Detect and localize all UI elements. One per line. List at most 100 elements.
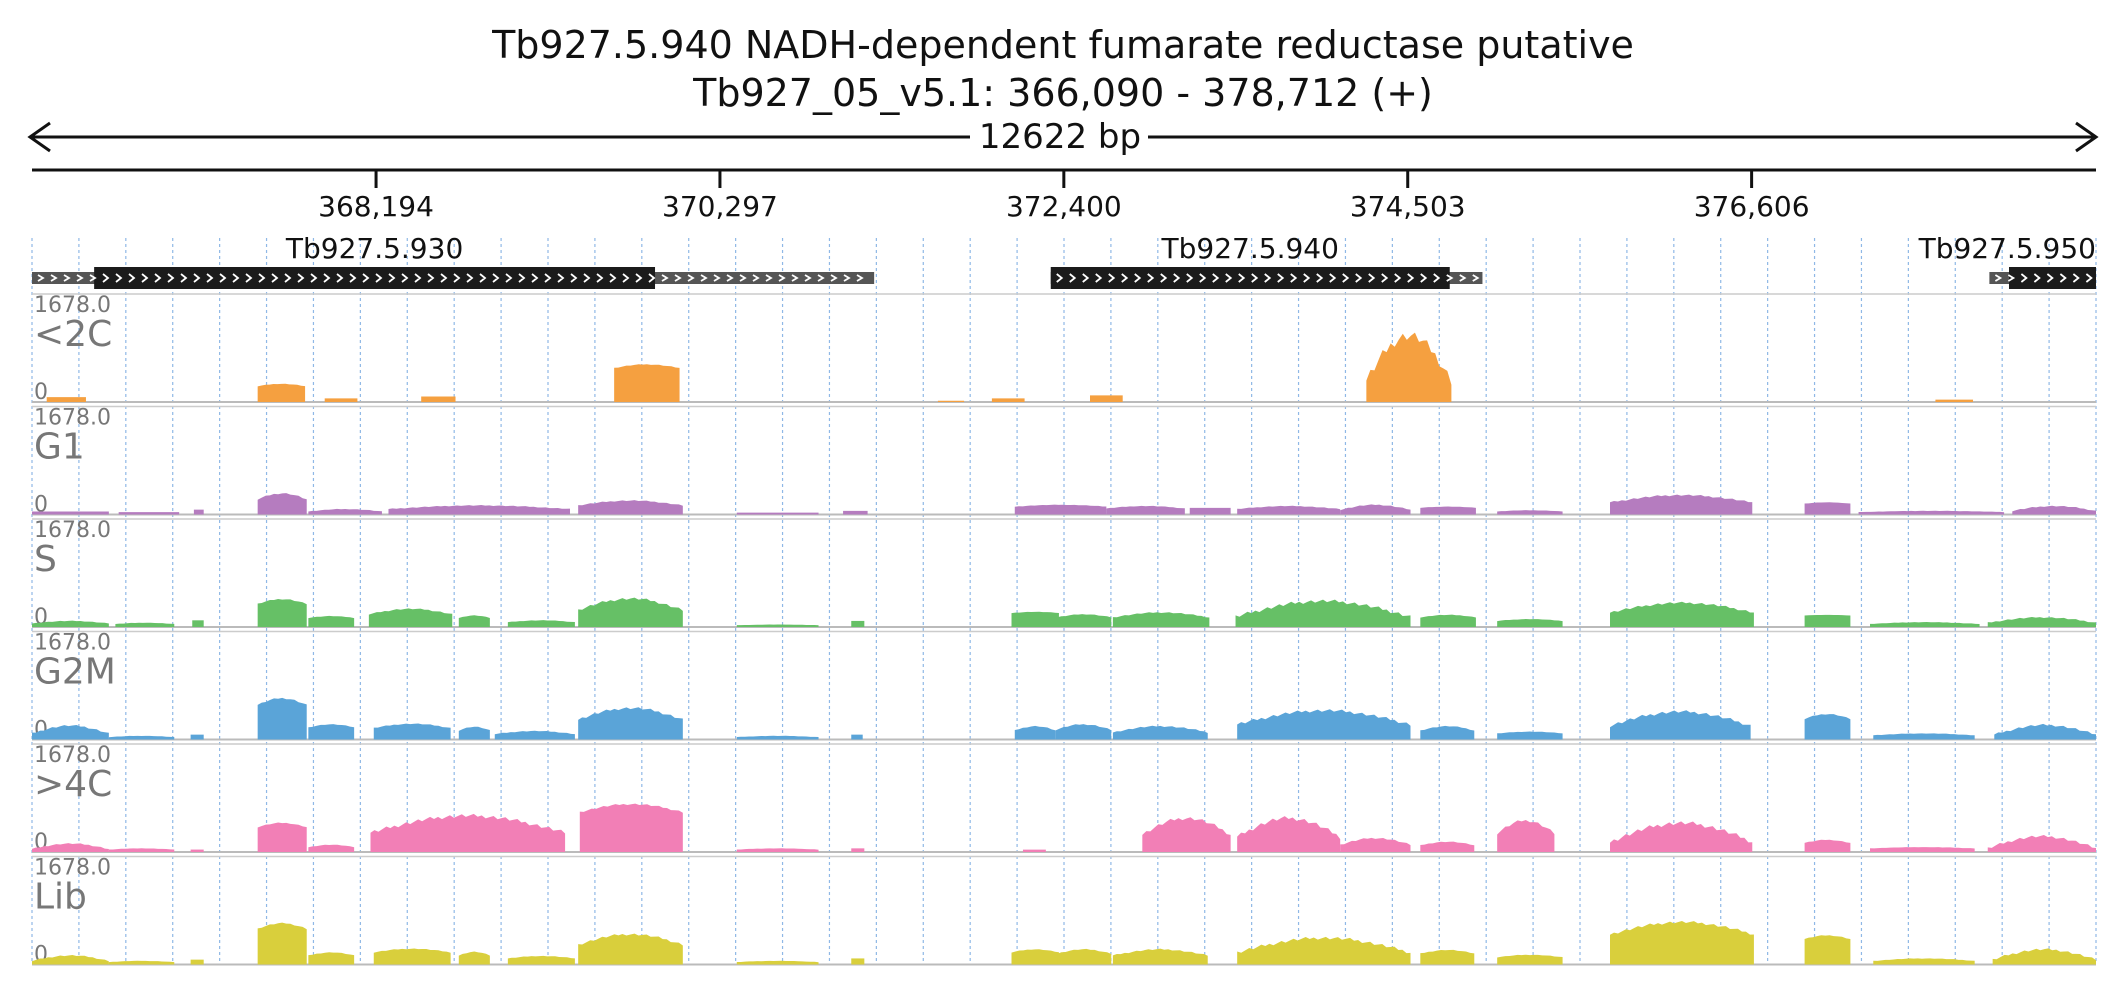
coverage-area <box>192 620 204 627</box>
coverage-area <box>1873 733 1975 740</box>
coverage-area <box>257 599 307 627</box>
track-0: 1678.0<2C 0 <box>32 293 2096 405</box>
coverage-area <box>1237 709 1411 740</box>
coverage-area <box>1804 502 1851 515</box>
track-2: 1678.0S0 <box>32 518 2096 630</box>
coverage-area <box>1497 619 1563 627</box>
coverage-area <box>1142 817 1231 852</box>
coverage-area <box>1014 504 1107 515</box>
gene-cds <box>94 267 656 289</box>
coverage-area <box>1057 614 1112 627</box>
gene-label: Tb927.5.940 <box>1161 232 1339 265</box>
axis-tick-label: 372,400 <box>1006 190 1122 223</box>
coverage-area <box>1804 839 1851 852</box>
coverage-area <box>370 813 566 852</box>
coverage-area <box>1804 614 1851 627</box>
track-1: 1678.0G1 0 <box>32 406 2096 518</box>
coverage-area <box>1610 920 1754 965</box>
coverage-area <box>308 615 355 627</box>
gene-1[interactable]: Tb927.5.940 <box>1050 232 1483 289</box>
track-name: G2M <box>34 652 116 693</box>
coverage-area <box>46 397 86 402</box>
chart-title: Tb927.5.940 NADH-dependent fumarate redu… <box>491 23 1634 67</box>
coverage-area <box>190 959 204 965</box>
coverage-area <box>373 948 451 965</box>
coverage-tracks: 1678.0<2C01678.0G101678.0S01678.0G2M0167… <box>32 293 2096 968</box>
track-max-label: 1678.0 <box>34 631 111 656</box>
coverage-area <box>1014 725 1056 740</box>
coverage-area <box>1858 510 2005 515</box>
span-label: 12622 bp <box>979 117 1141 157</box>
coverage-area <box>257 922 307 965</box>
coverage-area <box>308 952 355 965</box>
coverage-area <box>1804 935 1851 965</box>
coverage-area <box>1420 949 1475 965</box>
coverage-area <box>1497 731 1563 740</box>
coverage-area <box>32 620 109 627</box>
track-name: Lib <box>34 877 87 918</box>
coverage-area <box>843 510 868 515</box>
coverage-area <box>190 734 204 740</box>
coverage-area <box>1992 948 2096 965</box>
coverage-area <box>1420 725 1475 740</box>
coverage-area <box>851 734 863 740</box>
track-max-label: 1678.0 <box>34 293 111 318</box>
gene-0[interactable]: Tb927.5.930 <box>32 232 875 289</box>
track-max-label: 1678.0 <box>34 743 111 768</box>
coverage-area <box>1237 505 1341 515</box>
coverage-area <box>458 951 490 965</box>
coverage-area <box>1189 507 1231 515</box>
coverage-area <box>388 505 570 515</box>
coverage-area <box>1237 816 1341 852</box>
strand-chevrons <box>37 273 864 283</box>
coverage-area <box>991 398 1025 402</box>
coverage-area <box>193 509 204 515</box>
coverage-area <box>257 822 307 852</box>
coverage-area <box>1497 819 1555 852</box>
coverage-area <box>32 511 109 515</box>
coverage-area <box>458 726 490 740</box>
coverage-area <box>1497 954 1563 965</box>
coverage-area <box>257 697 307 740</box>
track-max-label: 1678.0 <box>34 518 111 543</box>
coverage-area <box>736 512 819 515</box>
coverage-area <box>324 398 358 402</box>
track-max-label: 1678.0 <box>34 856 111 881</box>
coverage-area <box>578 500 683 515</box>
coverage-area <box>1420 506 1476 515</box>
gene-cds <box>1050 267 1450 289</box>
coverage-area <box>115 622 175 627</box>
coverage-area <box>108 960 175 965</box>
coverage-area <box>736 848 819 852</box>
coverage-area <box>32 724 109 740</box>
coverage-area <box>1011 949 1059 965</box>
coverage-area <box>1022 849 1046 852</box>
coverage-area <box>373 723 451 740</box>
coverage-area <box>1112 725 1208 740</box>
coverage-area <box>1057 948 1112 965</box>
coverage-area <box>108 735 175 740</box>
coverage-area <box>1366 332 1452 402</box>
axis-tick-label: 374,503 <box>1350 190 1466 223</box>
coverage-area <box>1873 958 1975 965</box>
coverage-area <box>851 848 865 852</box>
coverage-area <box>1420 614 1476 627</box>
coverage-area <box>1235 599 1411 627</box>
coverage-area <box>1935 399 1974 402</box>
track-4: 1678.0>4C0 <box>32 743 2096 855</box>
coverage-area <box>32 843 109 852</box>
coverage-area <box>1112 612 1210 627</box>
coverage-area <box>108 848 175 852</box>
coverage-area <box>614 364 680 402</box>
coverage-area <box>257 493 307 515</box>
coverage-area <box>1610 494 1753 515</box>
track-name: G1 <box>34 427 85 468</box>
coverage-area <box>851 958 865 965</box>
coverage-area <box>1870 621 1980 627</box>
gene-2[interactable]: Tb927.5.950 <box>1918 232 2096 289</box>
axis: 368,194 370,297 372,400 374,503 376,606 <box>32 168 2096 223</box>
coverage-area <box>1237 936 1411 965</box>
coverage-area <box>32 954 109 965</box>
